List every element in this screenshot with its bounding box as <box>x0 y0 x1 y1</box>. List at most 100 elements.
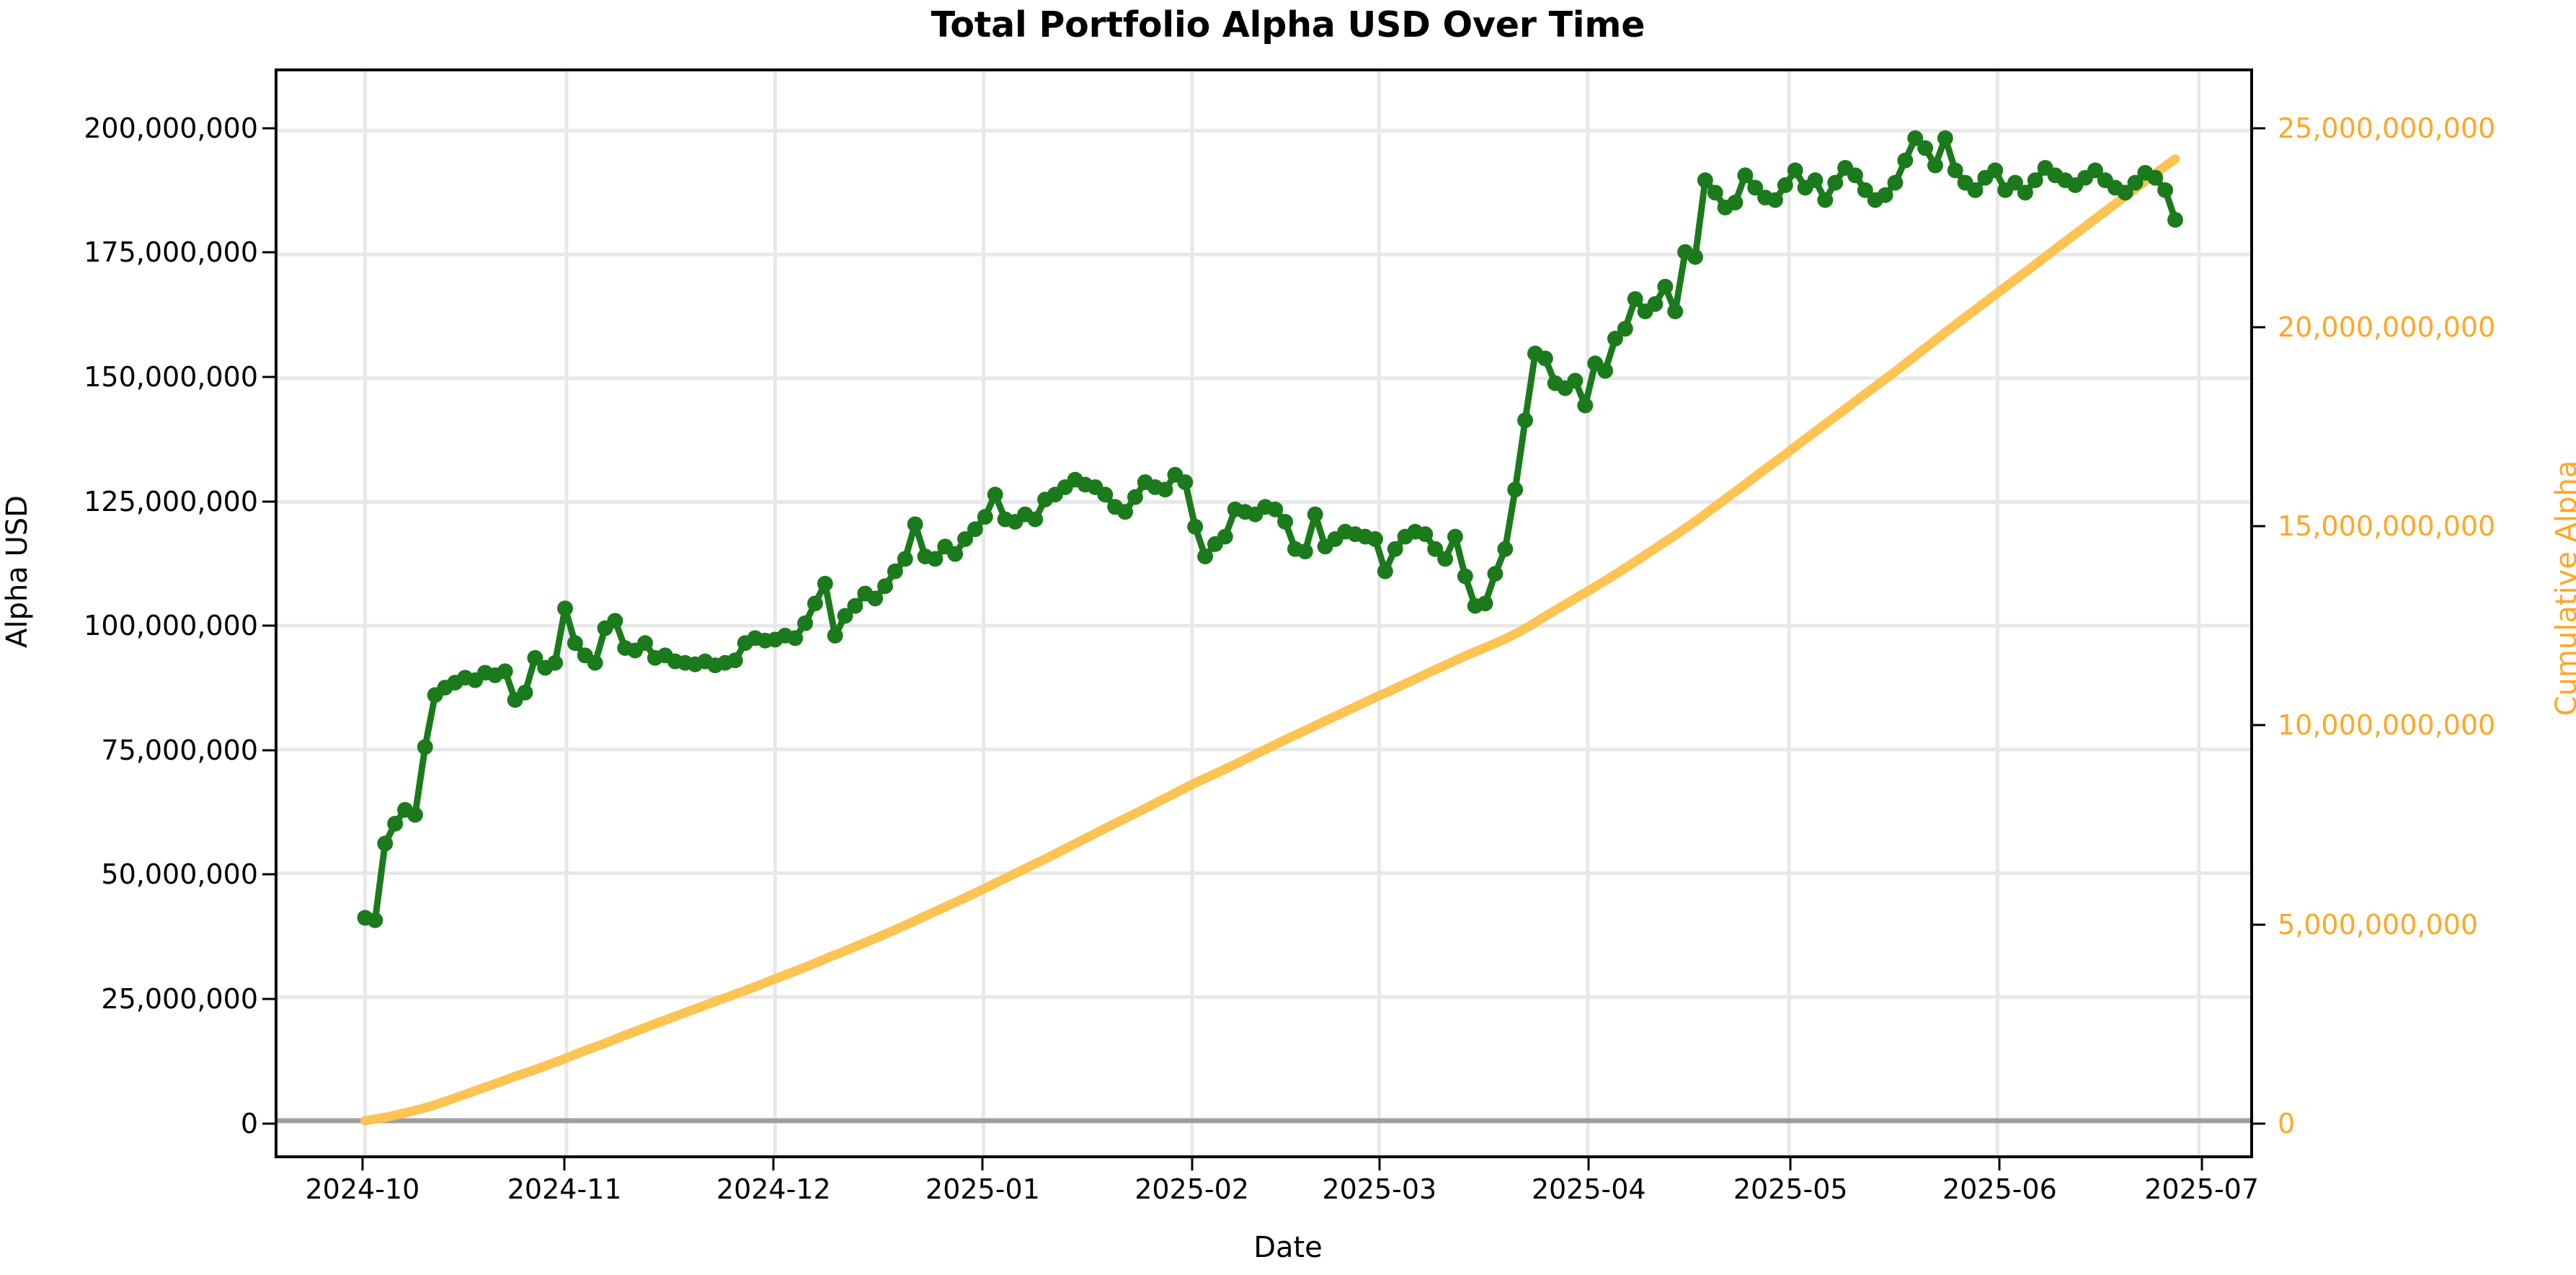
alpha-usd-marker <box>587 654 603 671</box>
alpha-usd-marker <box>417 739 433 755</box>
alpha-usd-marker <box>1727 195 1744 210</box>
alpha-usd-marker <box>1917 140 1934 156</box>
alpha-usd-marker <box>837 608 853 624</box>
alpha-usd-marker <box>1127 489 1143 505</box>
alpha-usd-marker <box>1787 162 1803 179</box>
alpha-usd-marker <box>1497 541 1514 557</box>
alpha-usd-marker <box>1277 514 1294 530</box>
alpha-usd-marker <box>1747 179 1764 196</box>
alpha-usd-marker <box>957 531 974 547</box>
y-axis-right-tick-mark <box>2253 127 2265 130</box>
alpha-usd-marker <box>1947 162 1963 179</box>
alpha-usd-marker <box>727 652 743 669</box>
alpha-usd-marker <box>1607 330 1623 347</box>
alpha-usd-marker <box>1297 543 1313 560</box>
cumulative-alpha-line <box>360 154 2180 1126</box>
x-axis-tick-label: 2025-04 <box>1531 1173 1646 1205</box>
alpha-usd-marker <box>1987 162 2004 179</box>
y-axis-left-tick-label: 175,000,000 <box>84 236 258 269</box>
alpha-usd-marker <box>2117 185 2133 201</box>
alpha-usd-marker <box>987 487 1003 503</box>
y-axis-right-tick-label: 0 <box>2278 1107 2296 1139</box>
y-axis-right-label: Cumulative Alpha USD <box>2550 460 2576 716</box>
alpha-usd-marker <box>1657 278 1674 295</box>
alpha-usd-marker <box>1487 566 1504 582</box>
y-axis-right-tick-mark <box>2253 923 2265 925</box>
y-axis-left-tick-label: 150,000,000 <box>84 361 258 394</box>
alpha-usd-marker <box>1177 474 1194 490</box>
alpha-usd-marker <box>637 635 654 652</box>
y-axis-left-tick-mark <box>262 998 275 1000</box>
x-axis-tick-label: 2025-02 <box>1134 1173 1249 1205</box>
alpha-usd-marker <box>1877 187 1893 203</box>
alpha-usd-marker <box>967 521 983 538</box>
alpha-usd-marker <box>1897 152 1914 169</box>
alpha-usd-marker <box>1577 397 1594 414</box>
x-axis-tick-label: 2024-11 <box>507 1173 622 1205</box>
alpha-usd-marker <box>2167 212 2183 228</box>
y-axis-left-tick-label: 0 <box>240 1107 258 1139</box>
alpha-usd-marker <box>2017 185 2033 201</box>
y-axis-left-label: Alpha USD <box>1 495 34 648</box>
alpha-usd-marker <box>517 684 533 701</box>
alpha-usd-marker <box>1117 504 1134 520</box>
alpha-usd-marker <box>1737 167 1754 184</box>
alpha-usd-marker <box>797 615 814 631</box>
alpha-usd-marker <box>1817 192 1834 208</box>
alpha-usd-marker <box>1027 511 1044 528</box>
alpha-usd-marker <box>407 807 423 823</box>
x-axis-tick-label: 2025-05 <box>1733 1173 1848 1205</box>
x-axis-tick-mark <box>1191 1158 1194 1170</box>
alpha-usd-marker <box>1667 303 1684 320</box>
y-axis-right-tick-label: 15,000,000,000 <box>2278 510 2496 543</box>
alpha-usd-marker <box>897 551 913 567</box>
x-axis-tick-mark <box>563 1158 566 1170</box>
x-axis-tick-mark <box>1998 1158 2001 1170</box>
x-axis-tick-mark <box>1378 1158 1381 1170</box>
alpha-usd-line <box>357 130 2183 928</box>
y-axis-left-tick-mark <box>262 749 275 752</box>
alpha-usd-marker <box>1707 185 1723 201</box>
alpha-usd-marker <box>1477 595 1493 612</box>
alpha-usd-marker <box>607 613 623 629</box>
alpha-usd-marker <box>847 597 863 614</box>
alpha-usd-marker <box>867 590 884 607</box>
grid-lines <box>277 71 2250 1155</box>
alpha-usd-marker <box>2157 182 2174 198</box>
x-axis-tick-mark <box>772 1158 775 1170</box>
alpha-usd-marker <box>887 563 903 579</box>
alpha-usd-marker <box>1267 501 1284 517</box>
alpha-usd-marker <box>1887 174 1904 191</box>
alpha-usd-marker <box>947 546 964 562</box>
y-axis-right-tick-mark <box>2253 724 2265 727</box>
alpha-usd-marker <box>1827 174 1844 191</box>
alpha-usd-marker <box>1377 563 1393 579</box>
alpha-usd-marker <box>1427 541 1444 557</box>
y-axis-left-tick-label: 75,000,000 <box>101 734 258 766</box>
y-axis-left-tick-label: 100,000,000 <box>84 610 258 642</box>
alpha-usd-marker <box>807 595 823 612</box>
y-axis-right-tick-mark <box>2253 1122 2265 1125</box>
alpha-usd-marker <box>1967 182 1984 198</box>
alpha-usd-marker <box>1387 541 1403 557</box>
x-axis-tick-mark <box>361 1158 364 1170</box>
alpha-usd-marker <box>1857 182 1873 198</box>
alpha-usd-marker <box>1687 249 1703 265</box>
plot-area <box>275 68 2253 1158</box>
y-axis-right-tick-label: 20,000,000,000 <box>2278 311 2496 343</box>
alpha-usd-marker <box>1627 290 1643 307</box>
alpha-usd-marker <box>387 815 404 832</box>
y-axis-right-tick-mark <box>2253 326 2265 329</box>
alpha-usd-marker <box>527 649 543 666</box>
y-axis-left-tick-mark <box>262 127 275 130</box>
alpha-usd-marker <box>2087 162 2103 179</box>
y-axis-left-tick-mark <box>262 624 275 627</box>
alpha-usd-marker <box>1367 531 1383 547</box>
alpha-usd-marker <box>977 509 993 525</box>
y-axis-left-tick-label: 125,000,000 <box>84 485 258 517</box>
alpha-usd-marker <box>2147 169 2164 186</box>
x-axis-tick-mark <box>2200 1158 2203 1170</box>
alpha-usd-marker <box>927 551 943 567</box>
alpha-usd-marker <box>1187 518 1204 535</box>
